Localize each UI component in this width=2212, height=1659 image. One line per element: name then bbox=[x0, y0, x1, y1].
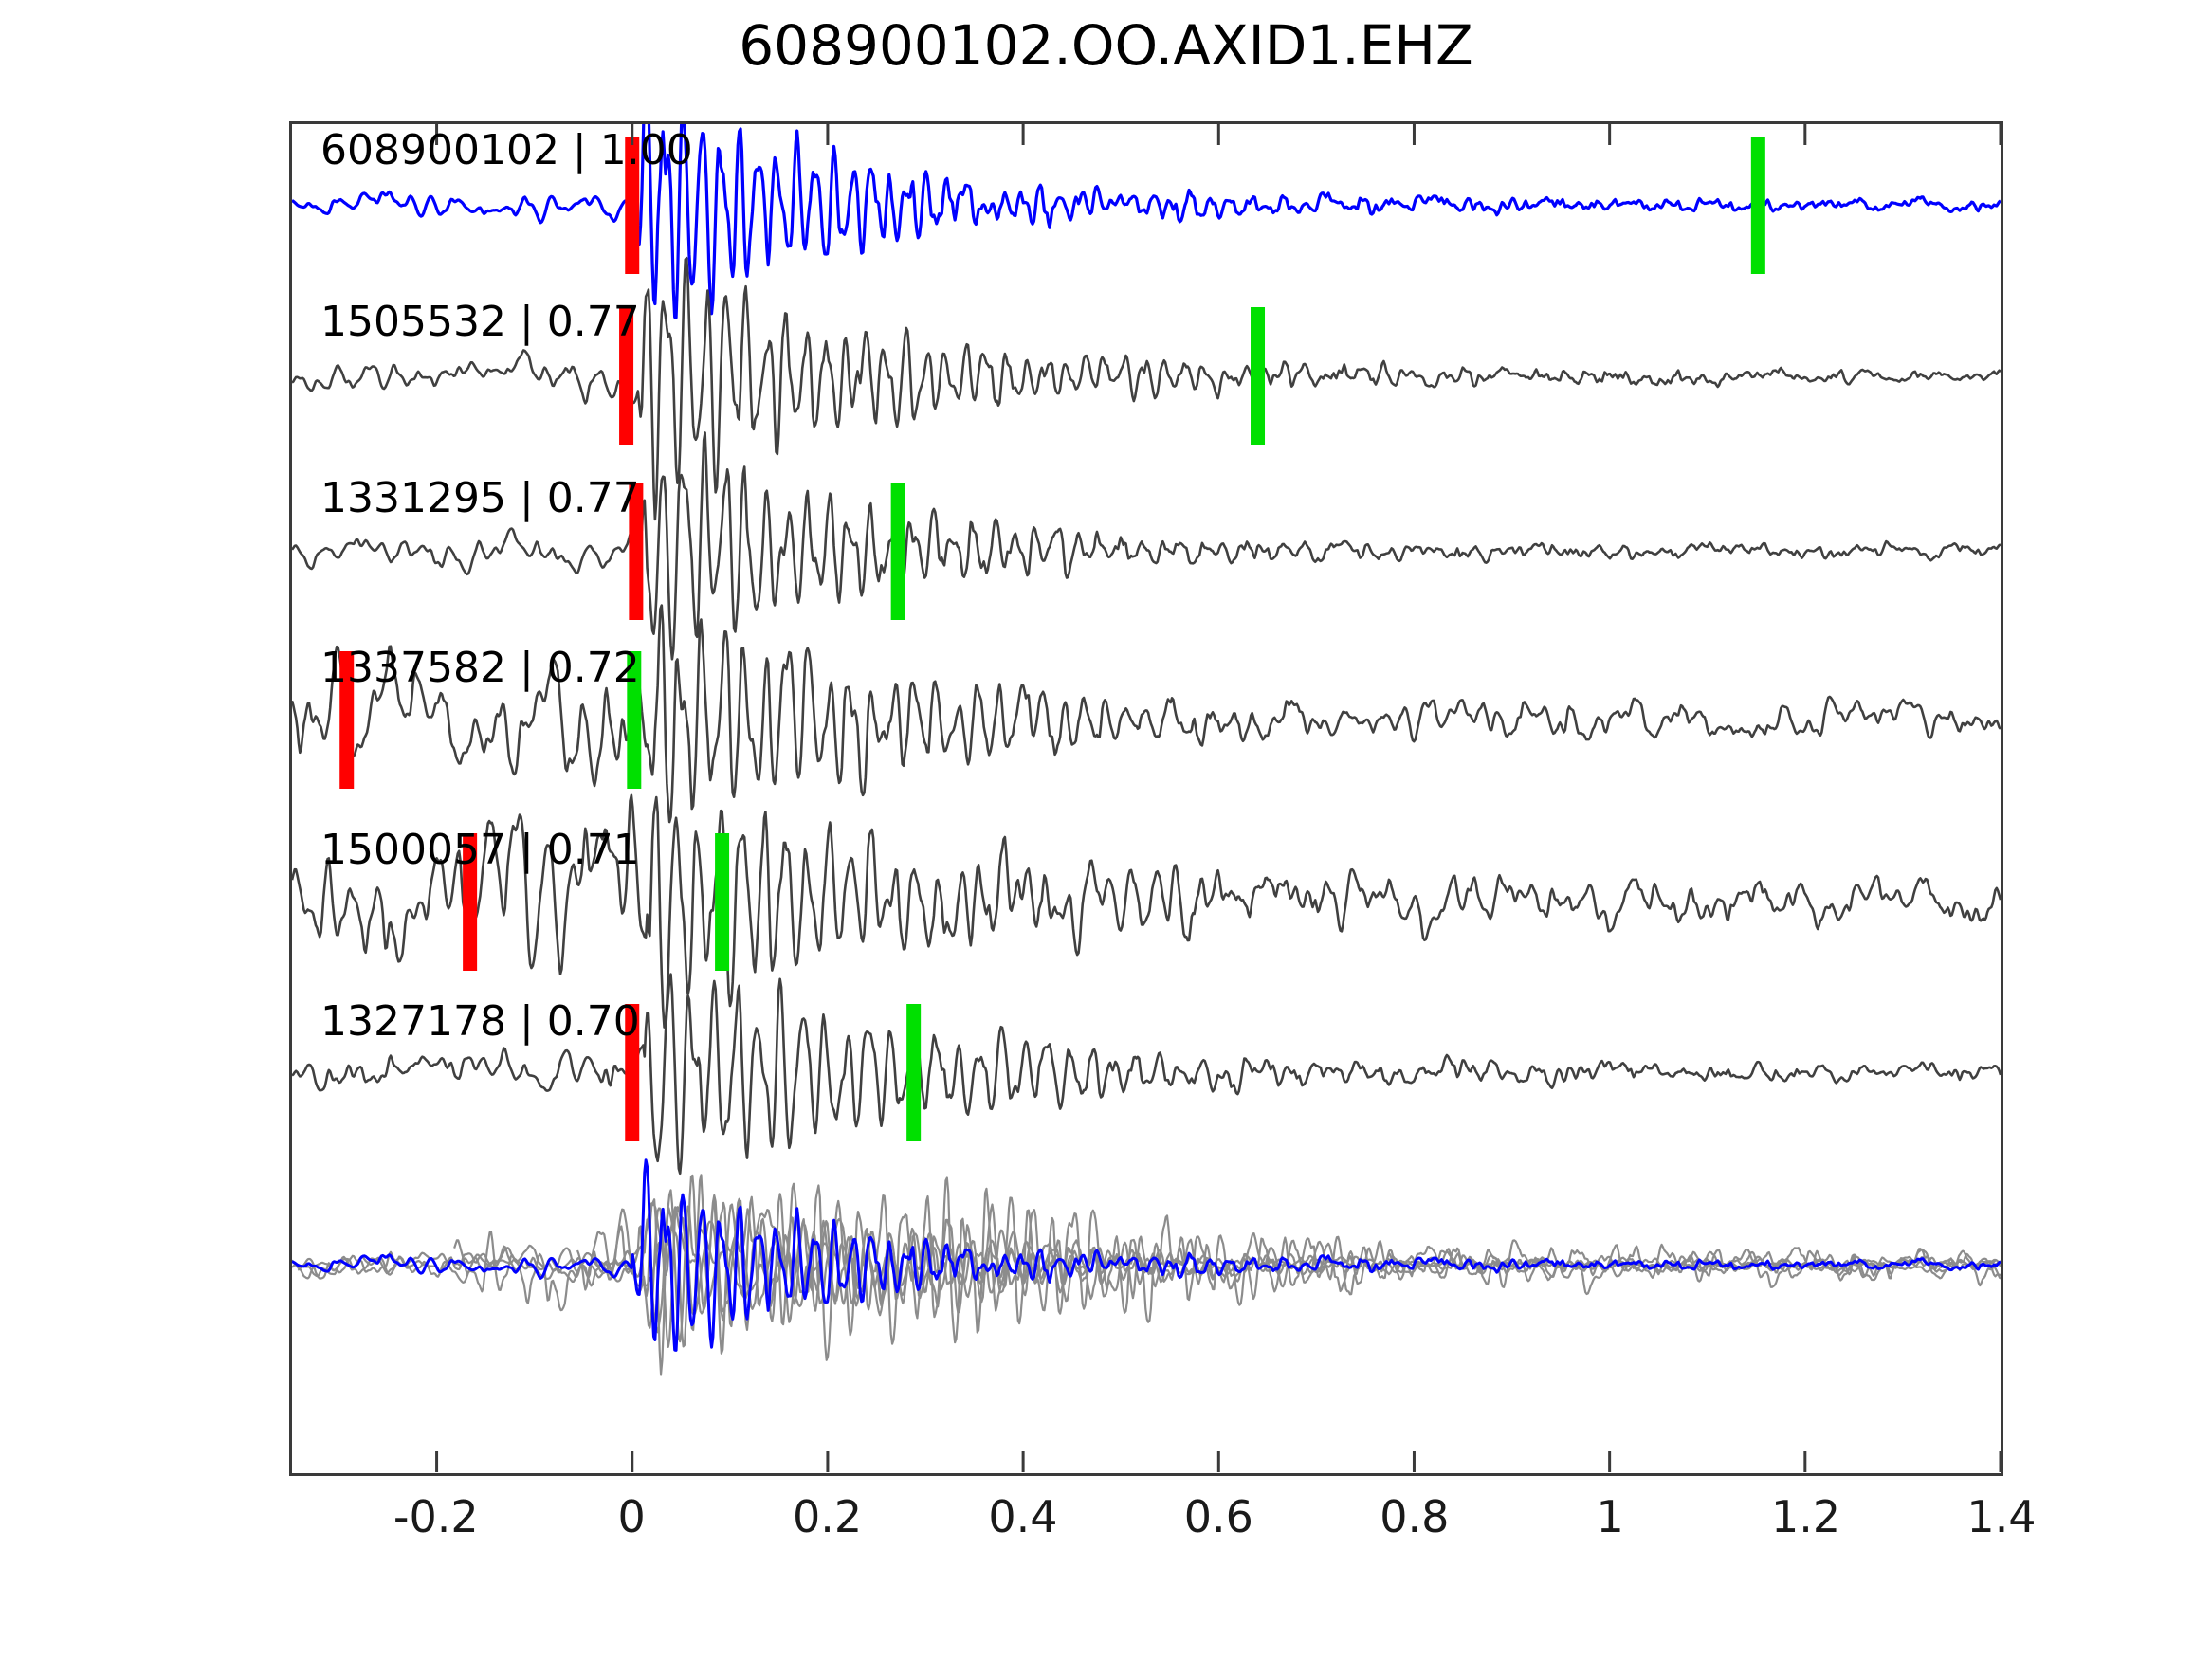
trace-row-1331295 bbox=[292, 431, 2001, 661]
p-pick-marker bbox=[629, 483, 644, 620]
waveform-line bbox=[292, 431, 2001, 661]
trace-row-1500057 bbox=[292, 793, 2001, 1029]
waveform-line bbox=[292, 973, 2001, 1176]
waveform-line bbox=[292, 256, 2001, 521]
p-pick-marker bbox=[619, 307, 634, 445]
s-pick-marker bbox=[906, 1004, 922, 1141]
x-tick-label-1_2: 1.2 bbox=[1771, 1491, 1841, 1542]
figure-title: 608900102.OO.AXID1.EHZ bbox=[739, 13, 1473, 78]
p-pick-marker bbox=[463, 833, 478, 971]
s-pick-marker bbox=[890, 483, 905, 620]
trace-label-608900102: 608900102 | 1.00 bbox=[320, 126, 693, 175]
s-pick-marker bbox=[1251, 307, 1266, 445]
s-pick-marker bbox=[627, 651, 642, 789]
stack-overlay bbox=[292, 1158, 2001, 1376]
x-tick-marks bbox=[435, 124, 2001, 1472]
x-tick-label-0_8: 0.8 bbox=[1380, 1491, 1450, 1542]
x-tick-label-1: 1 bbox=[1596, 1491, 1624, 1542]
waveform-canvas bbox=[292, 124, 2001, 1472]
x-tick-label-neg0_2: -0.2 bbox=[393, 1491, 479, 1542]
x-tick-label-0_2: 0.2 bbox=[792, 1491, 863, 1542]
trace-row-1337582 bbox=[292, 604, 2001, 824]
trace-label-1331295: 1331295 | 0.77 bbox=[320, 473, 640, 522]
p-pick-marker bbox=[625, 1004, 640, 1141]
trace-label-1505532: 1505532 | 0.77 bbox=[320, 298, 640, 347]
waveform-line bbox=[292, 604, 2001, 824]
trace-label-1327178: 1327178 | 0.70 bbox=[320, 997, 640, 1047]
waveform-line bbox=[292, 124, 2001, 319]
x-tick-label-0_4: 0.4 bbox=[988, 1491, 1058, 1542]
trace-row-1327178 bbox=[292, 973, 2001, 1176]
x-tick-label-0_6: 0.6 bbox=[1183, 1491, 1253, 1542]
s-pick-marker bbox=[715, 833, 730, 971]
plot-axes bbox=[289, 121, 2003, 1476]
trace-row-1505532 bbox=[292, 256, 2001, 521]
trace-label-1337582: 1337582 | 0.72 bbox=[320, 643, 640, 692]
trace-row-608900102 bbox=[292, 124, 2001, 319]
trace-label-1500057: 1500057 | 0.71 bbox=[320, 826, 640, 875]
x-tick-label-1_4: 1.4 bbox=[1966, 1491, 2037, 1542]
x-tick-label-0: 0 bbox=[617, 1491, 646, 1542]
s-pick-marker bbox=[1750, 137, 1765, 274]
p-pick-marker bbox=[625, 137, 640, 274]
waveform-line bbox=[292, 793, 2001, 1029]
p-pick-marker bbox=[339, 651, 355, 789]
stack-template-line bbox=[292, 1158, 2001, 1352]
